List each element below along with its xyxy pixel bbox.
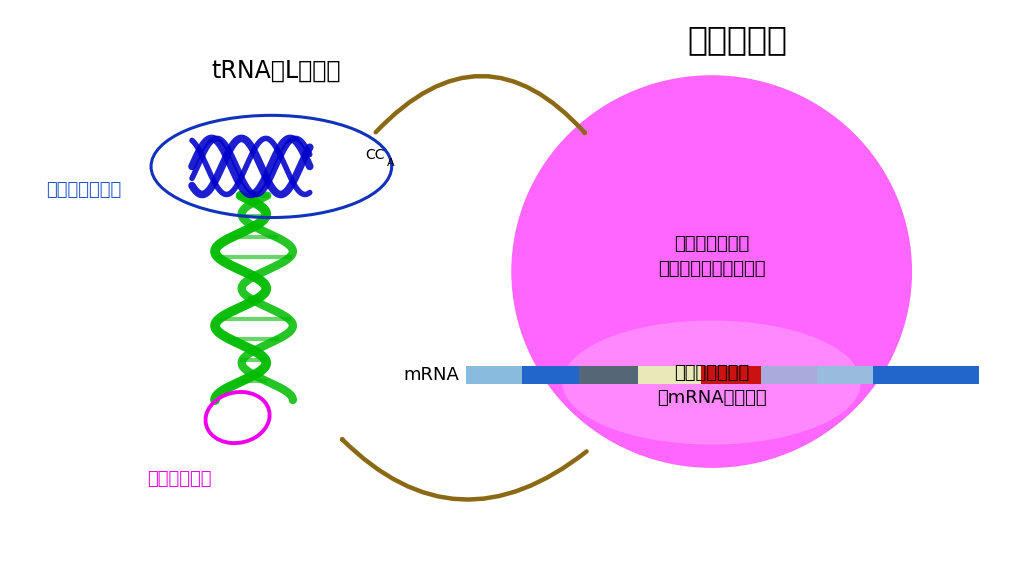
Bar bbox=[761, 366, 817, 384]
Bar bbox=[873, 366, 933, 384]
Text: 小サブユニット
（mRNAの解読）: 小サブユニット （mRNAの解読） bbox=[656, 364, 767, 407]
Ellipse shape bbox=[512, 76, 911, 467]
Text: リボソーム: リボソーム bbox=[687, 23, 787, 57]
Text: A: A bbox=[387, 158, 394, 168]
Bar bbox=[817, 366, 873, 384]
Bar bbox=[701, 366, 761, 384]
Bar bbox=[579, 366, 638, 384]
Bar bbox=[638, 366, 701, 384]
Text: 大サブユニット
（ペプチド結合生成）: 大サブユニット （ペプチド結合生成） bbox=[658, 235, 765, 279]
Bar bbox=[933, 366, 979, 384]
Bar bbox=[522, 366, 579, 384]
Text: アンチコドン: アンチコドン bbox=[147, 470, 211, 488]
Bar bbox=[466, 366, 522, 384]
Text: mRNA: mRNA bbox=[402, 366, 459, 384]
Text: ミニヘリックス: ミニヘリックス bbox=[46, 181, 121, 199]
Ellipse shape bbox=[563, 321, 860, 444]
Text: tRNA（L字型）: tRNA（L字型） bbox=[212, 58, 341, 82]
Text: CC: CC bbox=[366, 148, 385, 162]
